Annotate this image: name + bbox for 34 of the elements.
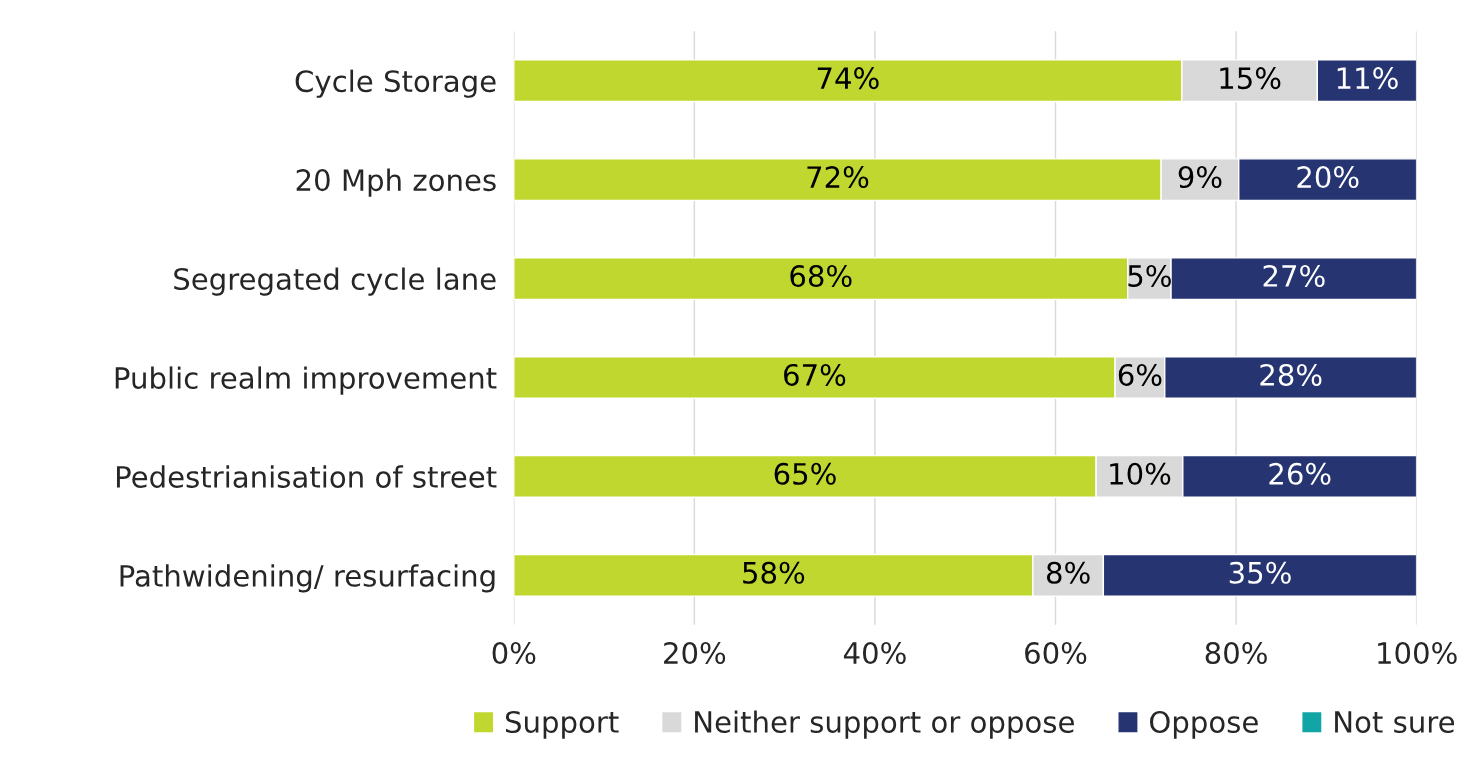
data-label: 65% xyxy=(774,462,836,485)
x-tick-label: 80% xyxy=(1205,641,1267,665)
data-label: 72% xyxy=(807,166,869,189)
data-label: 10% xyxy=(1110,462,1171,485)
y-tick-label: Pedestrianisation of street xyxy=(117,465,497,488)
data-label: 28% xyxy=(1260,363,1322,386)
legend-label: Not sure xyxy=(1335,711,1455,733)
y-tick-label: Pathwidening/ resurfacing xyxy=(120,564,495,593)
data-label: 68% xyxy=(790,264,852,288)
x-tick-label: 60% xyxy=(1025,641,1087,665)
data-label: 58% xyxy=(743,561,805,584)
data-label: 11% xyxy=(1337,67,1398,90)
data-label: 8% xyxy=(1046,561,1090,584)
data-label: 15% xyxy=(1220,67,1281,90)
data-label: 9% xyxy=(1178,166,1222,189)
legend-label: Oppose xyxy=(1149,710,1258,739)
data-label: 35% xyxy=(1229,561,1291,584)
x-tick-label: 0% xyxy=(492,641,536,665)
y-tick-label: Public realm improvement xyxy=(115,366,497,395)
data-label: 6% xyxy=(1118,363,1162,386)
data-label: 74% xyxy=(817,67,879,90)
x-tick-label: 100% xyxy=(1378,641,1457,665)
data-label: 26% xyxy=(1269,462,1331,485)
legend-label: Neither support or oppose xyxy=(695,710,1074,739)
data-label: 5% xyxy=(1128,264,1171,288)
x-tick-label: 40% xyxy=(843,641,906,665)
legend-label: Support xyxy=(505,710,619,739)
data-label: 67% xyxy=(784,363,846,386)
data-label: 27% xyxy=(1263,264,1325,288)
y-tick-label: Segregated cycle lane xyxy=(174,267,496,296)
y-tick-label: 20 Mph zones xyxy=(296,168,496,197)
x-tick-label: 20% xyxy=(664,641,726,665)
y-tick-label: Cycle Storage xyxy=(295,69,496,98)
data-label: 20% xyxy=(1297,166,1359,189)
